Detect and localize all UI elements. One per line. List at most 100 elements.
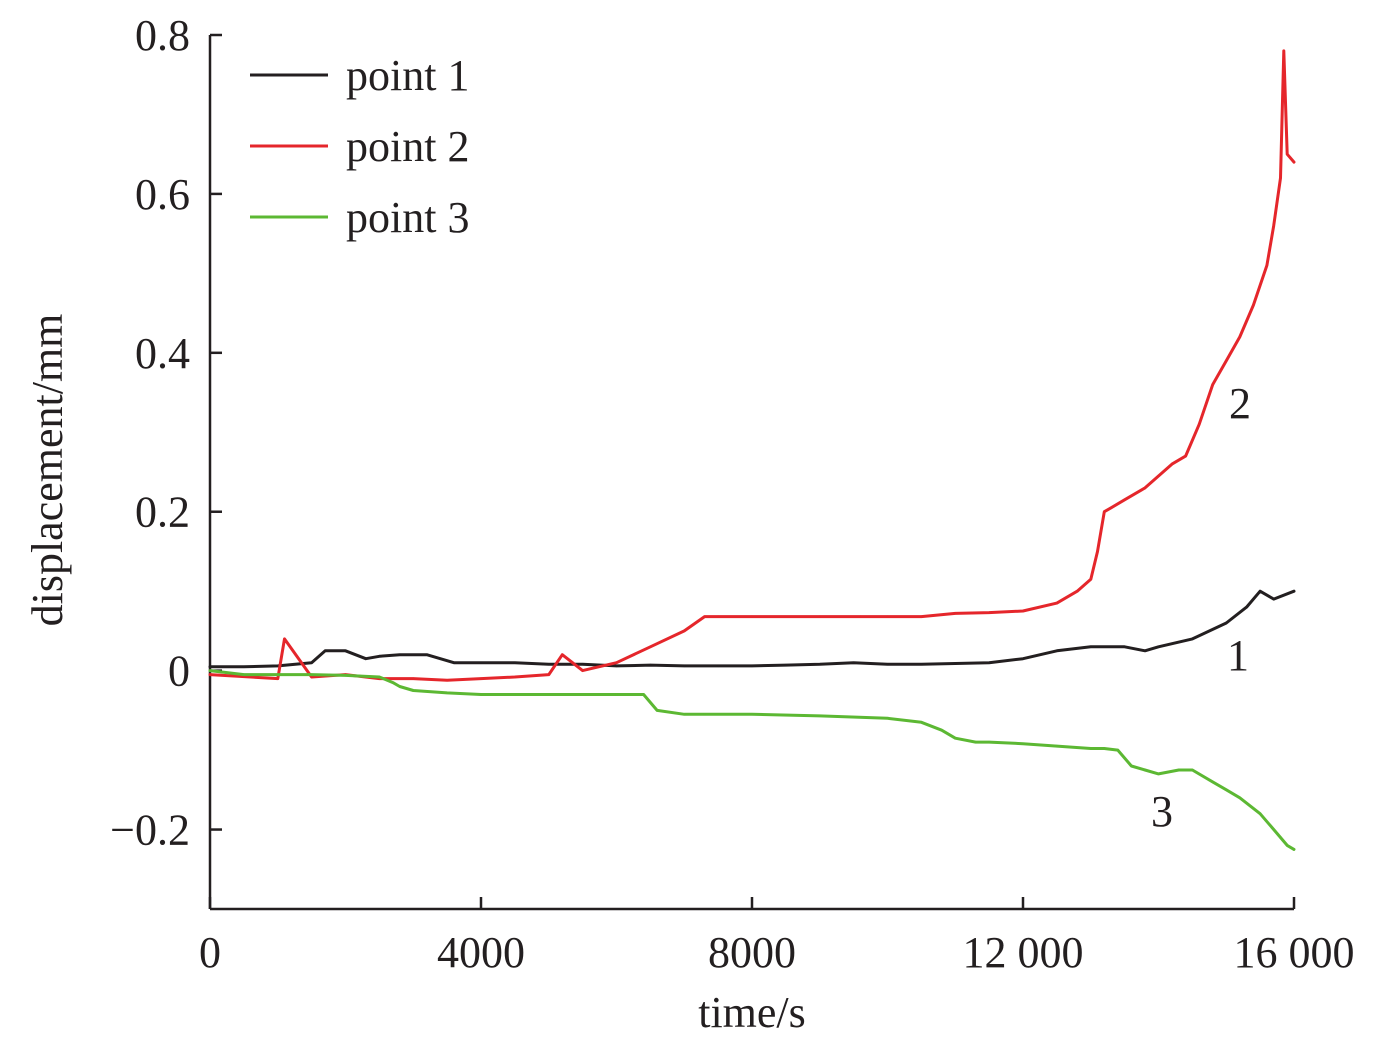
data-point [655, 709, 659, 712]
data-point [310, 675, 313, 679]
y-tick-label: 0.4 [135, 329, 190, 378]
data-point [1143, 649, 1147, 652]
data-point [378, 675, 381, 679]
data-point [1157, 645, 1160, 648]
data-point [1279, 836, 1282, 839]
data-point [1279, 176, 1282, 180]
data-point [1238, 335, 1242, 339]
data-point [615, 661, 618, 664]
data-point [1245, 605, 1248, 609]
data-point [310, 661, 313, 664]
data-point [1021, 657, 1025, 660]
series-line-point-1 [208, 589, 1296, 669]
data-point [920, 615, 923, 618]
data-point [1272, 828, 1275, 831]
data-point [1211, 780, 1214, 784]
data-point [940, 729, 943, 732]
data-point [391, 681, 395, 684]
data-point [242, 665, 246, 668]
data-point [1055, 649, 1059, 652]
data-point [987, 611, 991, 614]
data-point [1123, 645, 1126, 648]
data-point [987, 740, 991, 744]
curve-label-1: 1 [1227, 631, 1249, 680]
series-line-point-2 [208, 49, 1296, 682]
legend-label: point 2 [346, 122, 469, 171]
data-point [445, 679, 449, 682]
curve-label-3: 3 [1151, 787, 1173, 836]
data-point [1225, 359, 1228, 362]
data-point [920, 663, 923, 666]
data-point [886, 663, 889, 666]
x-tick-label: 12 000 [963, 928, 1084, 977]
data-point [649, 645, 652, 648]
data-point [1225, 788, 1228, 791]
data-point [276, 677, 279, 680]
data-point [1103, 747, 1106, 750]
data-point [615, 664, 618, 668]
y-tick-label: 0.2 [135, 488, 190, 537]
data-point [1109, 506, 1113, 509]
data-point [852, 661, 855, 664]
data-point [818, 663, 821, 666]
x-tick-label: 0 [199, 928, 221, 977]
data-point [1143, 768, 1147, 772]
data-point [547, 663, 550, 666]
data-point [1191, 637, 1194, 641]
data-point [1252, 303, 1255, 307]
data-point [513, 675, 517, 679]
data-point [750, 664, 754, 668]
data-point [750, 615, 754, 618]
data-point [378, 655, 381, 658]
data-point [1170, 462, 1174, 466]
data-point [818, 714, 821, 718]
data-point [412, 689, 415, 692]
data-point [1184, 454, 1187, 458]
legend-label: point 3 [346, 193, 469, 242]
data-point [859, 615, 862, 618]
data-point [703, 713, 706, 716]
data-point [886, 615, 889, 618]
data-point [412, 677, 415, 680]
data-point [920, 721, 923, 724]
data-point [1076, 590, 1079, 593]
data-point [1157, 474, 1160, 478]
curve-labels: 1 2 3 [1151, 379, 1251, 836]
y-axis-title: displacement/mm [23, 314, 72, 627]
data-point [683, 664, 686, 668]
legend-label: point 1 [346, 51, 469, 100]
data-point [1123, 498, 1126, 501]
data-point [452, 661, 456, 664]
data-point [513, 661, 517, 664]
data-point [398, 685, 401, 688]
data-point [1055, 744, 1059, 748]
data-point [1258, 812, 1262, 815]
data-point [479, 661, 483, 664]
series-layer [208, 49, 1296, 851]
data-point [1286, 844, 1289, 847]
data-point [1021, 742, 1025, 745]
data-point [398, 653, 401, 656]
data-point [1143, 486, 1147, 490]
data-point [479, 677, 483, 680]
data-point [649, 663, 652, 667]
data-point [818, 615, 821, 618]
axes: −0.2 0 0.2 0.4 0.6 0.8 0 4000 8000 12 000 16 000 [110, 11, 1354, 977]
data-point [344, 649, 347, 652]
data-point [479, 693, 483, 696]
x-tick-label: 16 000 [1234, 928, 1355, 977]
data-point [1055, 601, 1059, 605]
data-point [886, 717, 889, 720]
data-point [1177, 768, 1181, 772]
data-point [1292, 160, 1296, 164]
data-point [208, 673, 212, 676]
data-point [310, 673, 313, 676]
data-point [283, 637, 286, 641]
data-point [1258, 590, 1262, 593]
y-tick-label: −0.2 [110, 806, 190, 855]
data-point [1089, 578, 1093, 581]
series-line-point-3 [208, 669, 1296, 851]
data-point [1116, 748, 1120, 752]
data-point [242, 673, 246, 676]
